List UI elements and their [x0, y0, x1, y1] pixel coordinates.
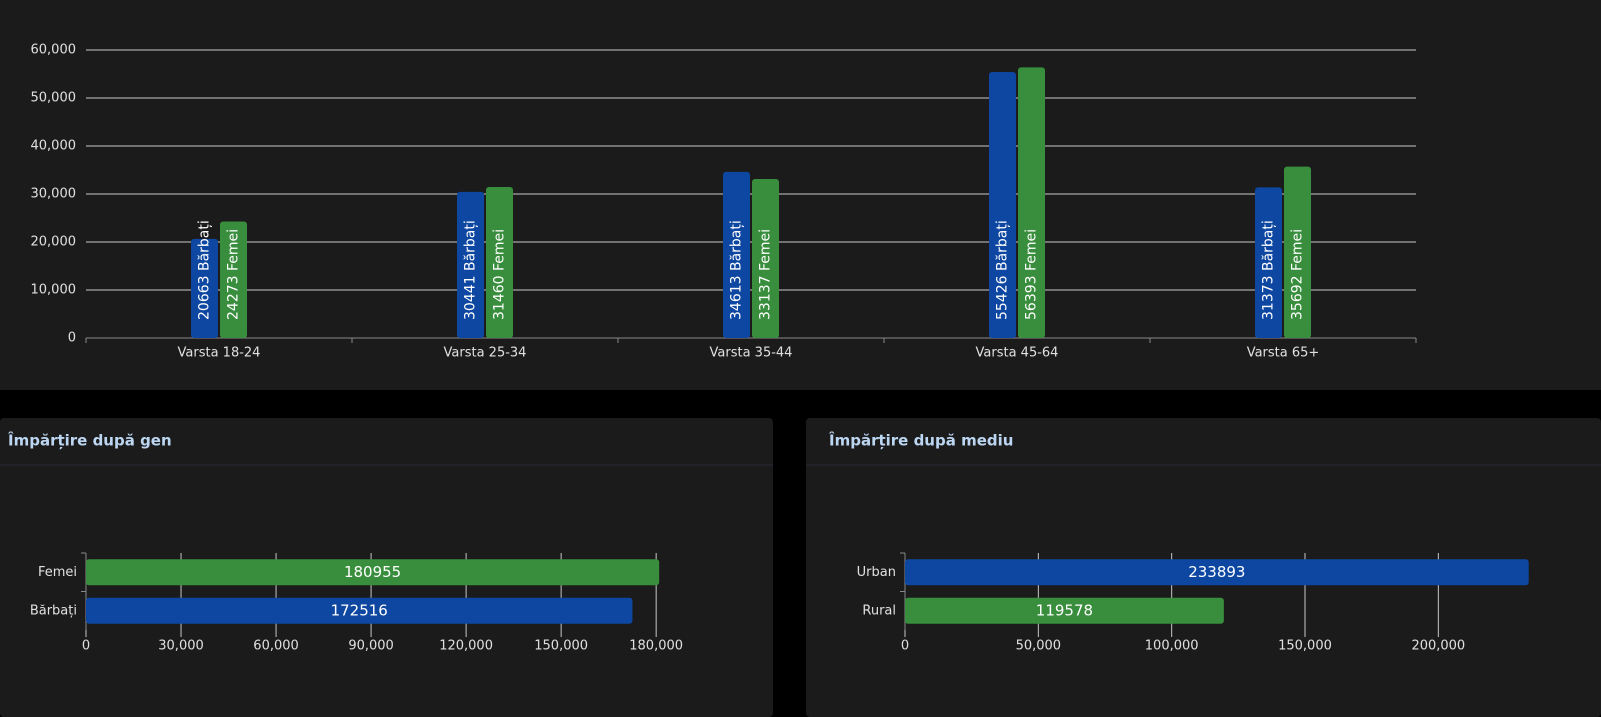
data-label: 20663 Bărbați [197, 220, 213, 320]
data-label: 172516 [331, 601, 388, 619]
data-label: 34613 Bărbați [729, 220, 745, 320]
data-label: 233893 [1188, 563, 1245, 581]
bar [905, 597, 1224, 624]
y-tick-label: 0 [68, 331, 76, 346]
y-tick-label: Femei [38, 565, 77, 580]
panel-title: Împărțire după mediu [829, 431, 1013, 450]
bar [905, 559, 1529, 586]
x-tick-label: Varsta 35-44 [710, 346, 793, 361]
x-tick-label: 50,000 [1016, 639, 1062, 654]
x-tick-label: 150,000 [534, 639, 588, 654]
bar [989, 71, 1016, 338]
x-tick-label: 200,000 [1411, 639, 1465, 654]
y-tick-label: 60,000 [31, 43, 77, 58]
bar [486, 186, 513, 338]
x-tick-label: Varsta 45-64 [976, 346, 1059, 361]
data-label: 24273 Femei [226, 229, 242, 320]
x-tick-label: Varsta 25-34 [444, 346, 527, 361]
bar [723, 171, 750, 338]
data-label: 180955 [344, 563, 401, 581]
data-label: 35692 Femei [1290, 229, 1306, 320]
x-tick-label: 0 [901, 639, 909, 654]
data-label: 33137 Femei [758, 229, 774, 320]
y-tick-label: 20,000 [31, 235, 77, 250]
y-tick-label: Urban [857, 565, 896, 580]
bar [191, 238, 218, 338]
bar [1284, 166, 1311, 338]
bar [1255, 187, 1282, 338]
data-label: 30441 Bărbați [463, 220, 479, 320]
data-label: 55426 Bărbați [995, 220, 1011, 320]
bar [86, 597, 633, 624]
y-tick-label: Rural [862, 603, 896, 618]
x-tick-label: 30,000 [158, 639, 204, 654]
x-tick-label: 180,000 [629, 639, 683, 654]
bar [457, 191, 484, 338]
data-label: 56393 Femei [1024, 229, 1040, 320]
x-tick-label: Varsta 18-24 [178, 346, 261, 361]
bar [752, 178, 779, 338]
panel [0, 0, 1601, 390]
x-tick-label: 150,000 [1278, 639, 1332, 654]
bar [220, 221, 247, 338]
y-tick-label: Bărbați [30, 603, 77, 618]
y-tick-label: 50,000 [31, 91, 77, 106]
x-tick-label: 90,000 [348, 639, 394, 654]
data-label: 31373 Bărbați [1261, 220, 1277, 320]
x-tick-label: 100,000 [1145, 639, 1199, 654]
x-tick-label: 0 [82, 639, 90, 654]
x-tick-label: Varsta 65+ [1247, 346, 1320, 361]
panel-title: Împărțire după gen [8, 431, 172, 450]
x-tick-label: 60,000 [253, 639, 299, 654]
bar [86, 559, 660, 586]
bar [1018, 67, 1045, 338]
y-tick-label: 10,000 [31, 283, 77, 298]
x-tick-label: 120,000 [439, 639, 493, 654]
y-tick-label: 30,000 [31, 187, 77, 202]
data-label: 31460 Femei [492, 229, 508, 320]
y-tick-label: 40,000 [31, 139, 77, 154]
data-label: 119578 [1036, 601, 1093, 619]
